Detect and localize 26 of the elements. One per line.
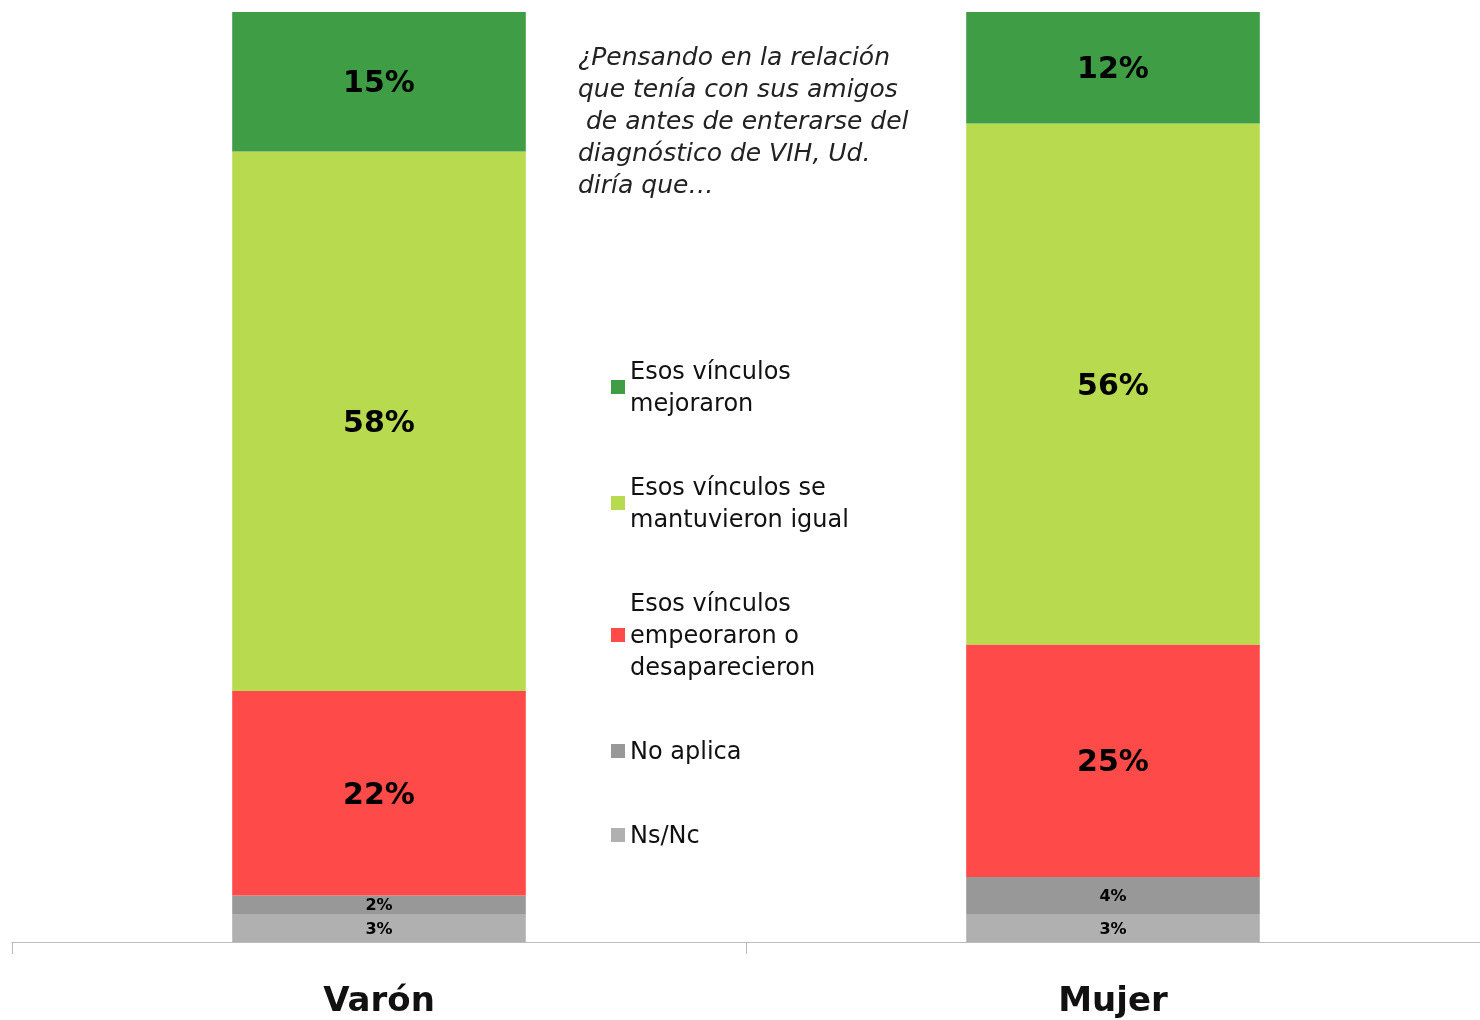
bar	[232, 895, 526, 915]
legend-label: Esos vínculos empeoraron o desaparecieron	[630, 589, 816, 681]
data-label: 25%	[1077, 743, 1149, 779]
data-label: 3%	[365, 918, 393, 938]
x-tick-label: Mujer	[1058, 979, 1168, 1019]
bar	[966, 123, 1260, 645]
x-tick-label: Varón	[323, 979, 435, 1019]
bar	[966, 876, 1260, 915]
data-label: 58%	[343, 403, 415, 439]
bar	[232, 12, 526, 152]
data-label: 2%	[365, 895, 393, 915]
data-label: 56%	[1077, 366, 1149, 402]
legend-label: No aplica	[630, 737, 742, 765]
data-label: 15%	[343, 64, 415, 100]
legend-label: Esos vínculos mejoraron	[630, 357, 799, 417]
annotation: ¿Pensando en la relación que tenía con sus amigos de antes de enterarse del diagnóstico de VIH, Ud. diría que…	[578, 41, 917, 199]
data-label: 4%	[1099, 886, 1127, 905]
data-label: 12%	[1077, 50, 1149, 86]
bar	[966, 12, 1260, 124]
data-label: 3%	[1099, 918, 1127, 938]
legend-label: Esos vínculos se mantuvieron igual	[630, 473, 849, 533]
bar	[966, 644, 1260, 877]
bar	[232, 151, 526, 691]
data-label: 22%	[343, 775, 415, 811]
bar	[232, 690, 526, 896]
legend-label: Ns/Nc	[630, 821, 700, 849]
